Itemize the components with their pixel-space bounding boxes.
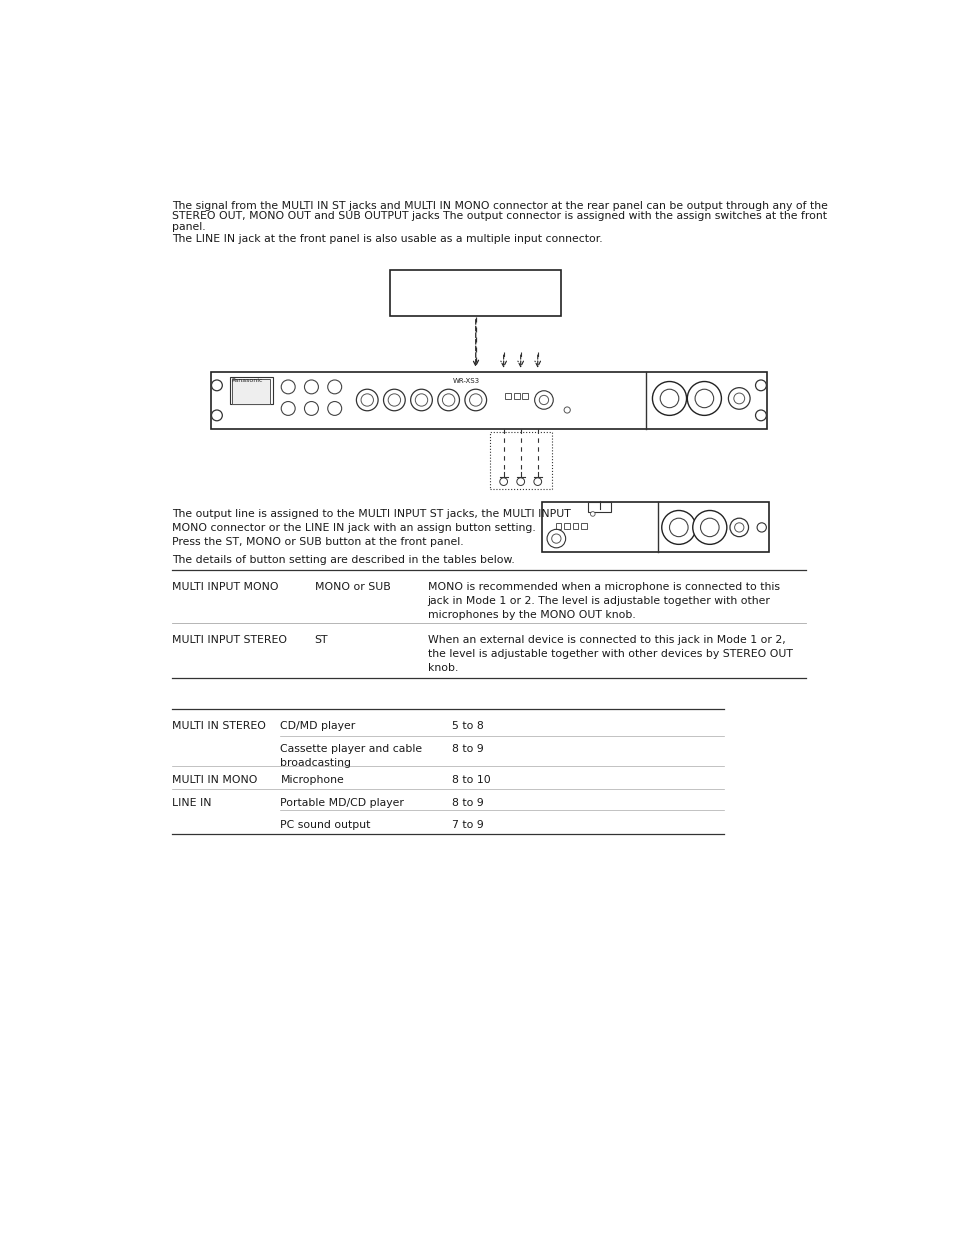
Bar	[489, 431, 551, 489]
Circle shape	[534, 478, 541, 485]
Text: CD/MD player: CD/MD player	[280, 721, 355, 731]
Circle shape	[728, 388, 749, 409]
Circle shape	[328, 401, 341, 415]
Text: 8 to 10: 8 to 10	[452, 776, 491, 785]
Circle shape	[388, 394, 400, 406]
Circle shape	[551, 534, 560, 543]
Circle shape	[469, 394, 481, 406]
Circle shape	[437, 389, 459, 411]
Circle shape	[692, 510, 726, 545]
Text: 8 to 9: 8 to 9	[452, 745, 484, 755]
Text: 5 to 8: 5 to 8	[452, 721, 484, 731]
Text: MULTI INPUT STEREO: MULTI INPUT STEREO	[172, 635, 287, 645]
Circle shape	[304, 401, 318, 415]
Bar	[572, 524, 578, 529]
Text: ST: ST	[314, 635, 328, 645]
Circle shape	[499, 478, 507, 485]
Circle shape	[281, 380, 294, 394]
Text: The details of button setting are described in the tables below.: The details of button setting are descri…	[172, 555, 515, 564]
Circle shape	[755, 380, 765, 390]
Circle shape	[360, 394, 373, 406]
Bar	[232, 379, 270, 404]
Text: MULTI IN STEREO: MULTI IN STEREO	[172, 721, 266, 731]
Text: MULTI IN MONO: MULTI IN MONO	[172, 776, 257, 785]
Text: PC sound output: PC sound output	[280, 820, 371, 830]
Circle shape	[686, 382, 720, 415]
Circle shape	[700, 519, 719, 537]
Circle shape	[281, 401, 294, 415]
Circle shape	[695, 389, 713, 408]
Circle shape	[304, 380, 318, 394]
Circle shape	[464, 389, 486, 411]
Circle shape	[212, 410, 222, 421]
Circle shape	[734, 522, 743, 532]
Circle shape	[415, 394, 427, 406]
Bar	[555, 524, 560, 529]
Circle shape	[328, 380, 341, 394]
Circle shape	[383, 389, 405, 411]
Bar	[580, 524, 586, 529]
Circle shape	[757, 522, 765, 532]
Text: STEREO OUT, MONO OUT and SUB OUTPUT jacks The output connector is assigned with : STEREO OUT, MONO OUT and SUB OUTPUT jack…	[172, 211, 826, 221]
Circle shape	[410, 389, 432, 411]
Circle shape	[356, 389, 377, 411]
Bar	[390, 270, 560, 316]
Circle shape	[442, 394, 455, 406]
Text: The signal from the MULTI IN ST jacks and MULTI IN MONO connector at the rear pa: The signal from the MULTI IN ST jacks an…	[172, 200, 827, 210]
Text: The LINE IN jack at the front panel is also usable as a multiple input connector: The LINE IN jack at the front panel is a…	[172, 235, 602, 245]
Circle shape	[212, 380, 222, 390]
Bar	[230, 377, 273, 404]
Circle shape	[534, 390, 553, 409]
Circle shape	[590, 511, 595, 516]
Circle shape	[733, 393, 744, 404]
Text: The output line is assigned to the MULTI INPUT ST jacks, the MULTI INPUT
MONO co: The output line is assigned to the MULTI…	[172, 509, 570, 547]
Bar	[541, 503, 768, 552]
Text: MONO or SUB: MONO or SUB	[314, 583, 390, 593]
Circle shape	[538, 395, 548, 405]
Circle shape	[652, 382, 686, 415]
Text: Portable MD/CD player: Portable MD/CD player	[280, 798, 404, 808]
Bar	[521, 393, 528, 399]
Text: panel.: panel.	[172, 222, 205, 232]
Text: MONO is recommended when a microphone is connected to this
jack in Mode 1 or 2. : MONO is recommended when a microphone is…	[427, 583, 779, 620]
Text: LINE IN: LINE IN	[172, 798, 212, 808]
Text: 7 to 9: 7 to 9	[452, 820, 484, 830]
Bar	[513, 393, 519, 399]
Circle shape	[563, 406, 570, 412]
Text: Cassette player and cable
broadcasting: Cassette player and cable broadcasting	[280, 745, 422, 768]
Text: When an external device is connected to this jack in Mode 1 or 2,
the level is a: When an external device is connected to …	[427, 635, 792, 673]
Bar	[563, 524, 569, 529]
Bar	[587, 503, 611, 511]
Text: WR-XS3: WR-XS3	[452, 378, 479, 384]
Text: MULTI INPUT MONO: MULTI INPUT MONO	[172, 583, 278, 593]
Circle shape	[669, 519, 687, 537]
Circle shape	[755, 410, 765, 421]
Circle shape	[517, 478, 524, 485]
Text: 8 to 9: 8 to 9	[452, 798, 484, 808]
Circle shape	[546, 530, 565, 548]
Circle shape	[659, 389, 679, 408]
Circle shape	[729, 519, 748, 537]
Bar	[211, 372, 766, 430]
Text: Microphone: Microphone	[280, 776, 344, 785]
Text: Panasonic: Panasonic	[232, 378, 263, 383]
Bar	[505, 393, 511, 399]
Circle shape	[661, 510, 695, 545]
